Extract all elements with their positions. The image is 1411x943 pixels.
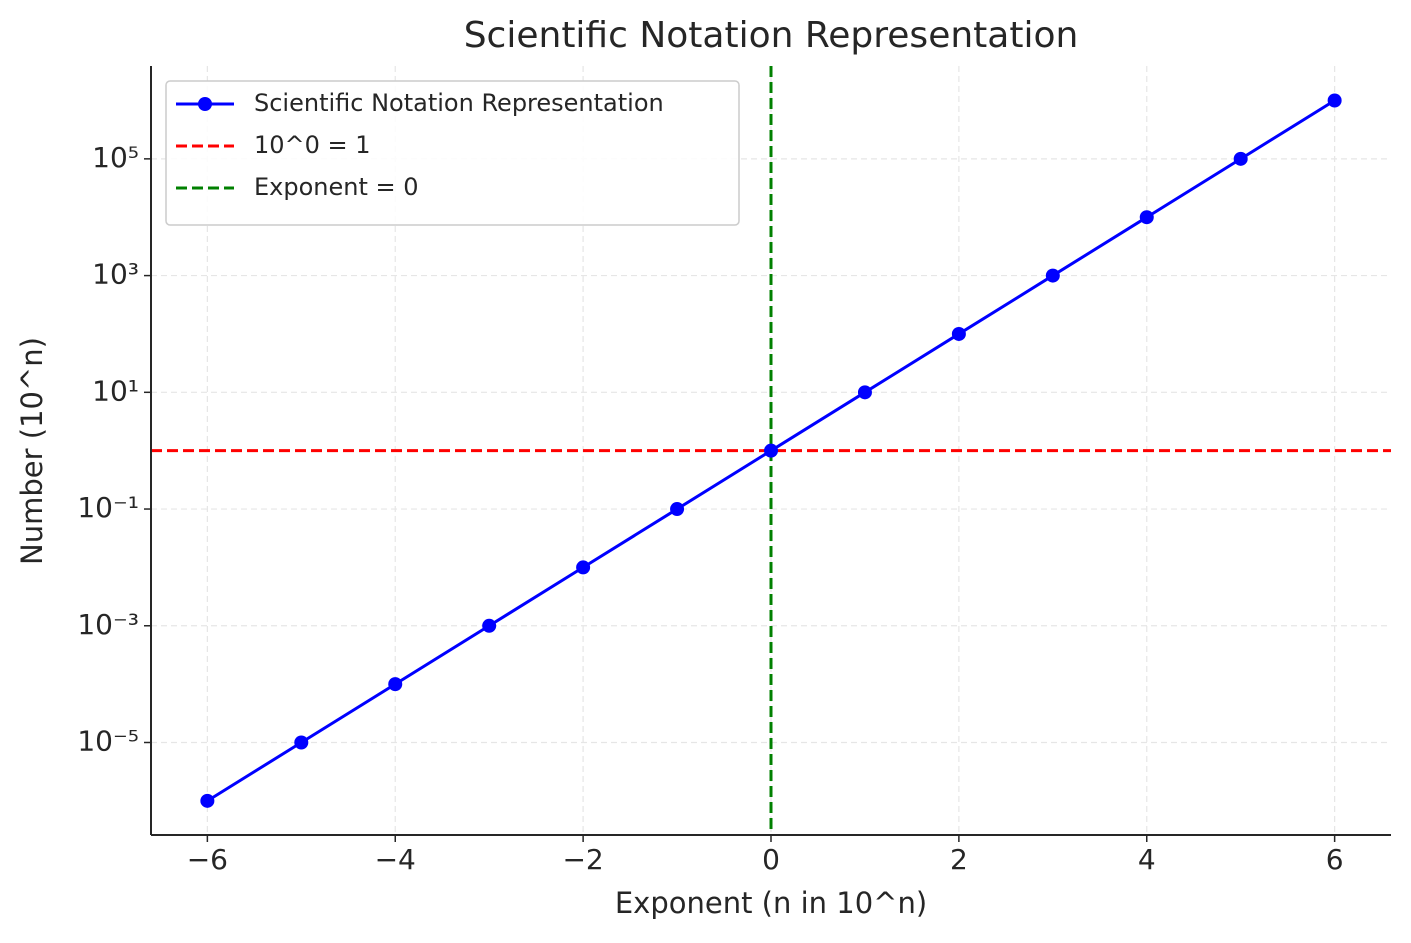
- y-axis-label: Number (10^n): [15, 337, 49, 565]
- legend-label: 10^0 = 1: [254, 131, 371, 159]
- y-tick-label: 10¹: [92, 374, 139, 407]
- x-tick-label: −6: [187, 843, 228, 876]
- x-tick-label: 0: [762, 843, 780, 876]
- x-tick-label: −2: [562, 843, 603, 876]
- x-tick-label: −4: [375, 843, 416, 876]
- data-point: [857, 385, 872, 400]
- data-point: [1139, 210, 1154, 225]
- data-point: [670, 502, 685, 517]
- y-tick-label: 10³: [92, 258, 139, 291]
- legend-label: Exponent = 0: [254, 173, 419, 201]
- data-point: [764, 443, 778, 458]
- data-point: [576, 560, 591, 575]
- data-point: [388, 677, 403, 692]
- x-tick-label: 2: [950, 843, 968, 876]
- legend-marker: [198, 97, 212, 111]
- y-tick-label: 10⁵: [92, 141, 139, 174]
- data-point: [200, 793, 215, 808]
- data-point: [294, 735, 309, 750]
- data-point: [1045, 268, 1060, 283]
- data-point: [1327, 93, 1342, 108]
- legend-box: [165, 80, 740, 226]
- y-tick-label: 10⁻¹: [77, 491, 139, 524]
- data-point: [1233, 151, 1248, 166]
- x-tick-label: 6: [1326, 843, 1344, 876]
- y-tick-label: 10⁻³: [77, 608, 139, 641]
- data-point: [951, 326, 966, 341]
- y-tick-label: 10⁻⁵: [77, 724, 139, 757]
- x-tick-label: 4: [1138, 843, 1156, 876]
- legend-label: Scientific Notation Representation: [254, 89, 664, 117]
- chart-title: Scientific Notation Representation: [464, 15, 1079, 56]
- x-axis-label: Exponent (n in 10^n): [615, 886, 927, 920]
- legend: Scientific Notation Representation 10^0 =…: [165, 80, 740, 226]
- data-point: [482, 618, 497, 633]
